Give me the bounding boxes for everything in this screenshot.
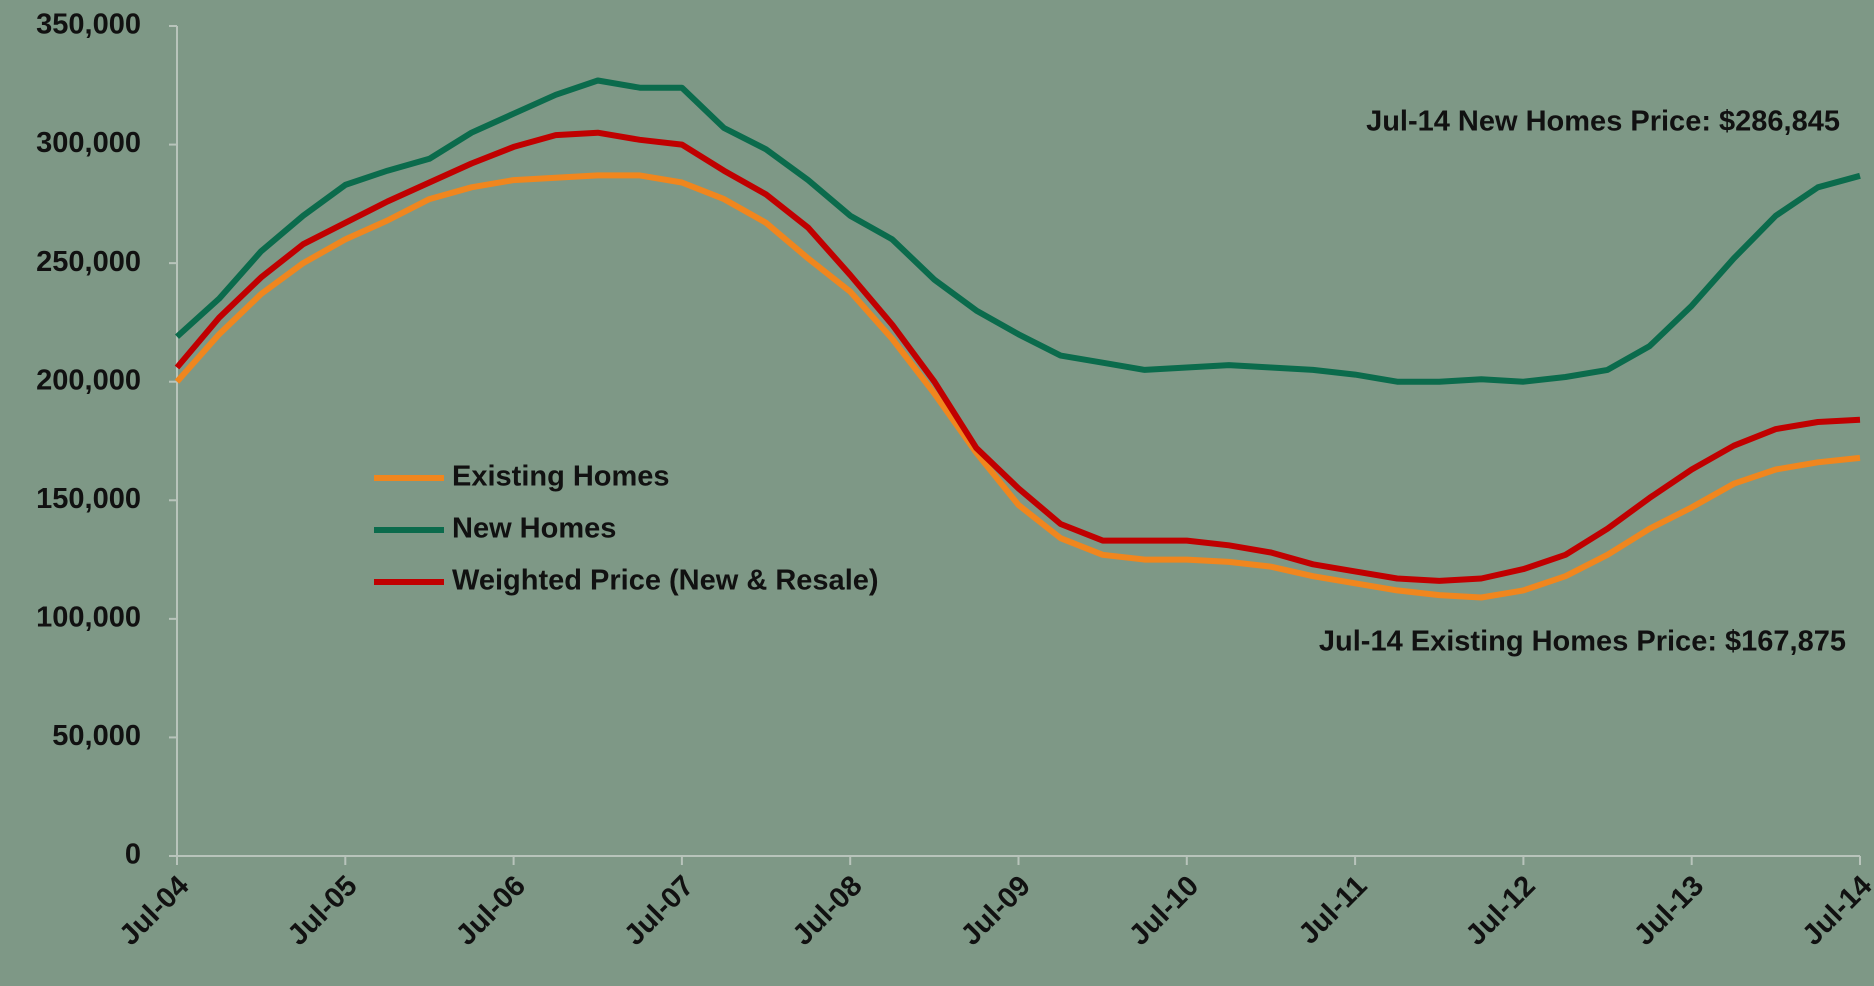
legend-label: Existing Homes: [452, 461, 670, 493]
y-tick-label: 100,000: [36, 602, 141, 634]
y-tick-label: 350,000: [36, 9, 141, 41]
y-tick-label: 50,000: [52, 720, 141, 752]
legend-label: New Homes: [452, 513, 616, 545]
series-line: [174, 77, 1861, 385]
legend-label: Weighted Price (New & Resale): [452, 565, 879, 597]
series-line: [174, 172, 1861, 601]
annotation: Jul-14 New Homes Price: $286,845: [1366, 106, 1840, 138]
y-tick-label: 300,000: [36, 127, 141, 159]
y-tick-label: 0: [125, 839, 141, 871]
series-line: [174, 129, 1861, 584]
y-tick-label: 150,000: [36, 483, 141, 515]
y-tick-label: 250,000: [36, 246, 141, 278]
annotation: Jul-14 Existing Homes Price: $167,875: [1319, 626, 1846, 658]
y-tick-label: 200,000: [36, 364, 141, 396]
